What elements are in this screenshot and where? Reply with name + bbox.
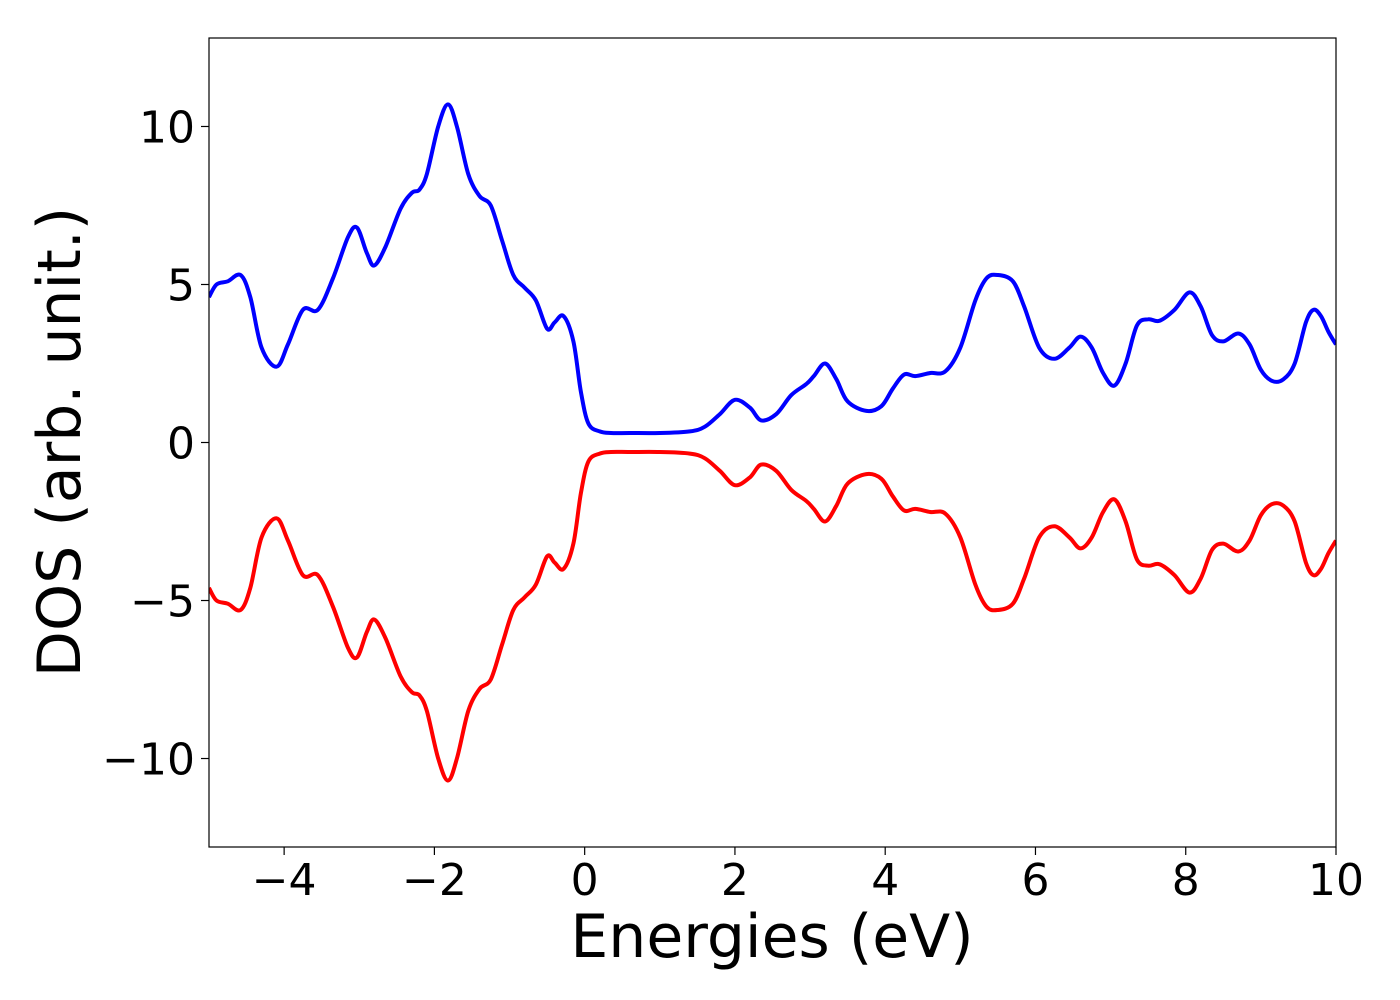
y-tick-label: −10 bbox=[102, 735, 195, 786]
series-line-positive bbox=[209, 102, 1336, 436]
x-tick-label: 4 bbox=[871, 855, 899, 906]
x-tick-label: −4 bbox=[252, 855, 317, 906]
series-layer bbox=[209, 102, 1336, 783]
plot-frame bbox=[208, 37, 1337, 848]
y-tick-label: 0 bbox=[167, 419, 195, 470]
x-tick-label: −2 bbox=[402, 855, 467, 906]
y-tick-label: 10 bbox=[139, 102, 195, 153]
series-line-negative bbox=[209, 449, 1336, 783]
x-axis-label: Energies (eV) bbox=[570, 902, 973, 972]
x-tick-label: 2 bbox=[721, 855, 749, 906]
x-axis: −4 −2 0 2 4 6 8 10 bbox=[252, 847, 1364, 906]
y-tick-label: 5 bbox=[167, 260, 195, 311]
x-tick-label: 0 bbox=[571, 855, 599, 906]
y-axis: 10 5 0 −5 −10 bbox=[102, 102, 209, 786]
x-tick-label: 8 bbox=[1172, 855, 1200, 906]
y-axis-label: DOS (arb. unit.) bbox=[25, 207, 95, 677]
x-tick-label: 10 bbox=[1308, 855, 1364, 906]
x-tick-label: 6 bbox=[1021, 855, 1049, 906]
y-tick-label: −5 bbox=[130, 577, 195, 628]
